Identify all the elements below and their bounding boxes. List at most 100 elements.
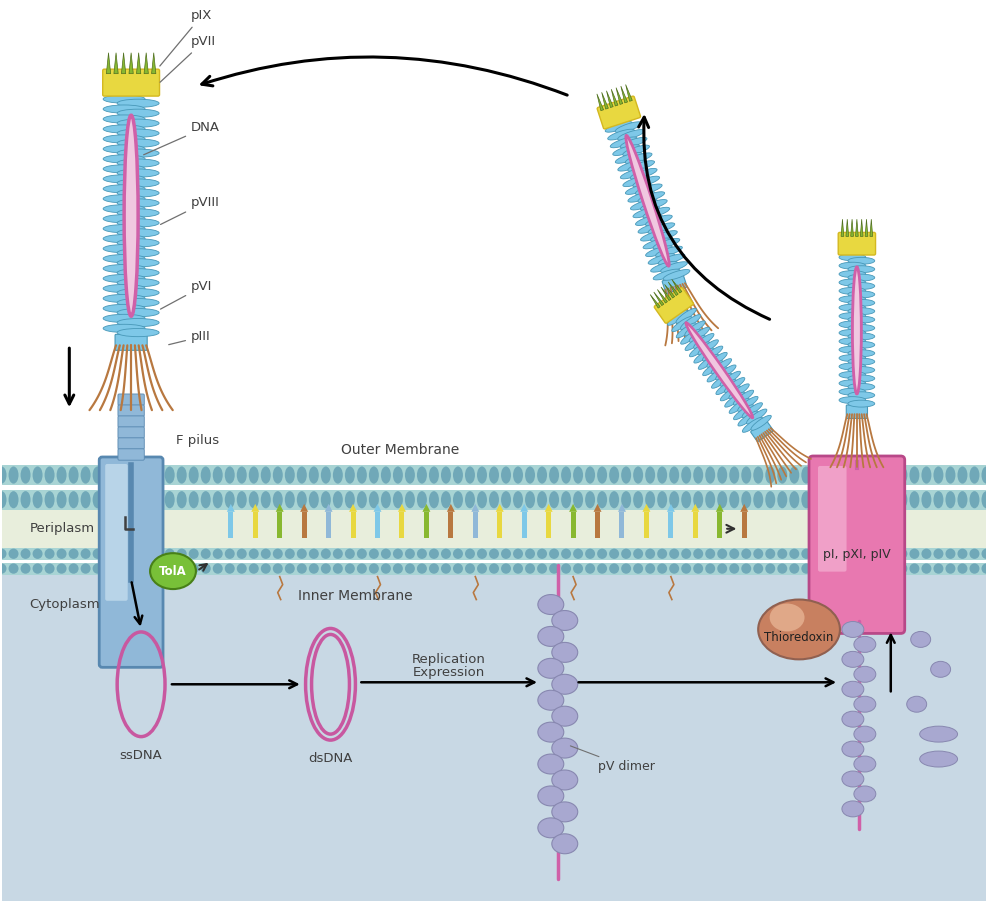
Ellipse shape xyxy=(552,770,578,790)
Ellipse shape xyxy=(105,466,115,483)
Ellipse shape xyxy=(854,667,875,682)
Ellipse shape xyxy=(224,564,235,574)
Ellipse shape xyxy=(907,696,927,713)
Ellipse shape xyxy=(177,564,187,574)
Polygon shape xyxy=(618,504,626,511)
Polygon shape xyxy=(129,52,133,74)
Ellipse shape xyxy=(622,145,649,156)
Ellipse shape xyxy=(525,564,535,574)
Ellipse shape xyxy=(753,492,764,509)
Bar xyxy=(522,511,527,538)
Ellipse shape xyxy=(657,548,667,559)
Ellipse shape xyxy=(838,466,848,483)
Polygon shape xyxy=(447,504,454,511)
Ellipse shape xyxy=(309,466,319,483)
Polygon shape xyxy=(692,504,700,511)
Polygon shape xyxy=(865,219,867,236)
Ellipse shape xyxy=(853,267,862,394)
Polygon shape xyxy=(869,219,872,236)
Ellipse shape xyxy=(751,415,772,430)
Ellipse shape xyxy=(273,492,283,509)
Ellipse shape xyxy=(716,380,736,394)
Ellipse shape xyxy=(140,492,150,509)
Ellipse shape xyxy=(150,553,196,589)
Ellipse shape xyxy=(934,548,944,559)
Ellipse shape xyxy=(848,299,874,307)
Ellipse shape xyxy=(429,548,439,559)
Ellipse shape xyxy=(321,492,331,509)
Ellipse shape xyxy=(212,564,222,574)
Ellipse shape xyxy=(357,548,367,559)
Ellipse shape xyxy=(237,564,247,574)
Ellipse shape xyxy=(694,334,714,348)
Ellipse shape xyxy=(501,564,511,574)
Ellipse shape xyxy=(720,372,740,386)
Text: Replication: Replication xyxy=(412,653,486,667)
Ellipse shape xyxy=(633,207,660,217)
Ellipse shape xyxy=(848,317,874,323)
Ellipse shape xyxy=(648,223,675,234)
FancyBboxPatch shape xyxy=(751,421,774,442)
Ellipse shape xyxy=(839,346,865,354)
Ellipse shape xyxy=(839,296,865,303)
Ellipse shape xyxy=(573,564,583,574)
Ellipse shape xyxy=(429,466,439,483)
Bar xyxy=(644,511,649,538)
Ellipse shape xyxy=(103,205,145,213)
Polygon shape xyxy=(661,287,671,300)
Ellipse shape xyxy=(753,564,764,574)
Ellipse shape xyxy=(862,466,871,483)
Polygon shape xyxy=(114,52,119,74)
Ellipse shape xyxy=(549,548,559,559)
Ellipse shape xyxy=(381,548,391,559)
Ellipse shape xyxy=(118,139,159,147)
Ellipse shape xyxy=(838,492,848,509)
Ellipse shape xyxy=(585,466,595,483)
Ellipse shape xyxy=(537,627,564,647)
Polygon shape xyxy=(657,290,668,303)
Ellipse shape xyxy=(345,548,355,559)
Ellipse shape xyxy=(393,548,403,559)
Ellipse shape xyxy=(707,367,727,382)
Ellipse shape xyxy=(981,564,988,574)
Ellipse shape xyxy=(706,353,727,367)
Ellipse shape xyxy=(103,185,145,193)
Ellipse shape xyxy=(441,466,451,483)
Ellipse shape xyxy=(705,466,715,483)
Ellipse shape xyxy=(669,492,679,509)
Polygon shape xyxy=(300,504,308,511)
Ellipse shape xyxy=(189,548,199,559)
Ellipse shape xyxy=(201,492,210,509)
Ellipse shape xyxy=(648,253,675,264)
Polygon shape xyxy=(136,52,141,74)
Ellipse shape xyxy=(249,466,259,483)
Ellipse shape xyxy=(742,418,763,432)
Ellipse shape xyxy=(261,564,271,574)
Ellipse shape xyxy=(118,259,159,267)
FancyBboxPatch shape xyxy=(103,69,159,97)
Ellipse shape xyxy=(273,564,283,574)
Ellipse shape xyxy=(103,225,145,233)
Ellipse shape xyxy=(117,466,126,483)
Ellipse shape xyxy=(103,155,145,163)
Ellipse shape xyxy=(369,492,378,509)
Ellipse shape xyxy=(778,548,787,559)
Bar xyxy=(424,511,429,538)
Ellipse shape xyxy=(249,564,259,574)
Ellipse shape xyxy=(552,675,578,695)
Ellipse shape xyxy=(0,492,7,509)
Ellipse shape xyxy=(9,466,19,483)
Ellipse shape xyxy=(93,548,103,559)
Ellipse shape xyxy=(128,548,138,559)
Bar xyxy=(449,511,453,538)
Text: pVII: pVII xyxy=(160,35,216,82)
Ellipse shape xyxy=(705,548,715,559)
Ellipse shape xyxy=(525,466,535,483)
Ellipse shape xyxy=(839,388,865,395)
Ellipse shape xyxy=(633,492,643,509)
Ellipse shape xyxy=(513,564,523,574)
Ellipse shape xyxy=(285,548,294,559)
Ellipse shape xyxy=(552,611,578,630)
Ellipse shape xyxy=(630,199,657,210)
Ellipse shape xyxy=(549,564,559,574)
